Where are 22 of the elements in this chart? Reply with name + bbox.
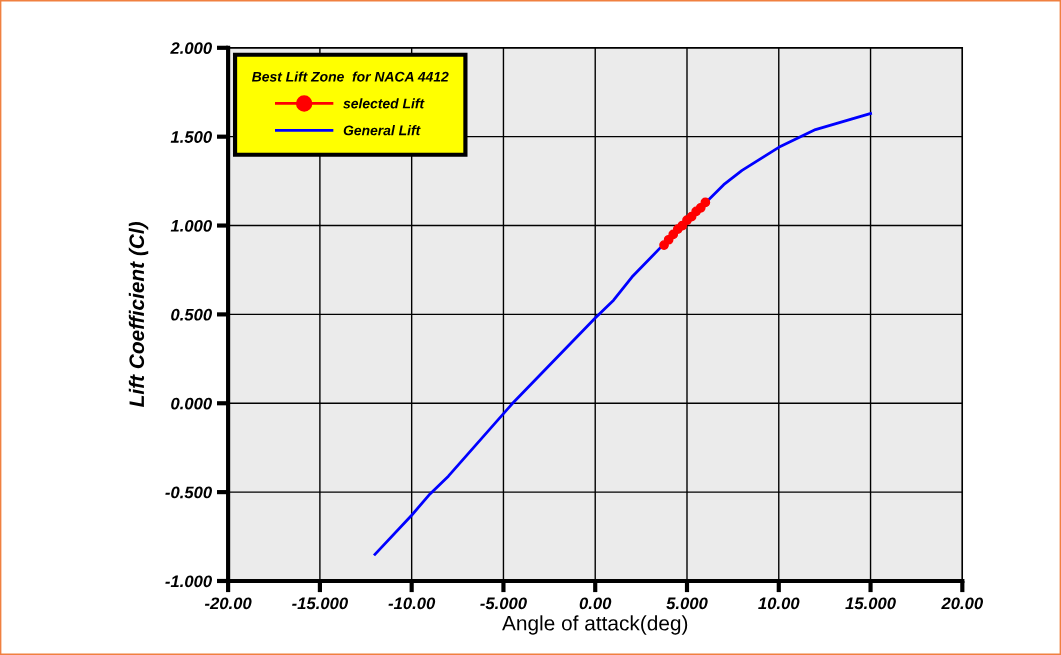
x-tick-label: 0.00	[579, 597, 612, 610]
y-tick-label: 2.000	[170, 42, 212, 55]
x-tick-label: 20.00	[941, 597, 984, 610]
y-axis-title: Lift Coefficient (Cl)	[128, 222, 149, 407]
point	[700, 197, 711, 208]
legend-label: General Lift	[343, 125, 421, 136]
x-axis-title: Angle of attack(deg)	[502, 615, 688, 635]
y-tick-label: -1.000	[165, 575, 212, 588]
x-tick-label: 15.000	[845, 597, 896, 610]
y-tick-label: 0.000	[171, 397, 212, 410]
x-tick-label: 10.00	[758, 597, 800, 610]
x-tick-label: -10.00	[388, 597, 436, 610]
x-tick-label: 5.000	[666, 597, 708, 610]
legend-title: Best Lift Zone for NACA 4412	[251, 71, 449, 82]
legend-label: selected Lift	[343, 98, 425, 109]
x-tick-label: -15.000	[292, 597, 348, 610]
y-tick-label: -0.500	[165, 486, 212, 499]
x-tick-label: -5.000	[480, 597, 527, 610]
y-tick-label: 1.000	[170, 219, 212, 232]
x-tick-label: -20.00	[204, 597, 252, 610]
y-tick-label: 1.500	[170, 131, 212, 143]
y-tick-label: 0.500	[171, 308, 212, 321]
